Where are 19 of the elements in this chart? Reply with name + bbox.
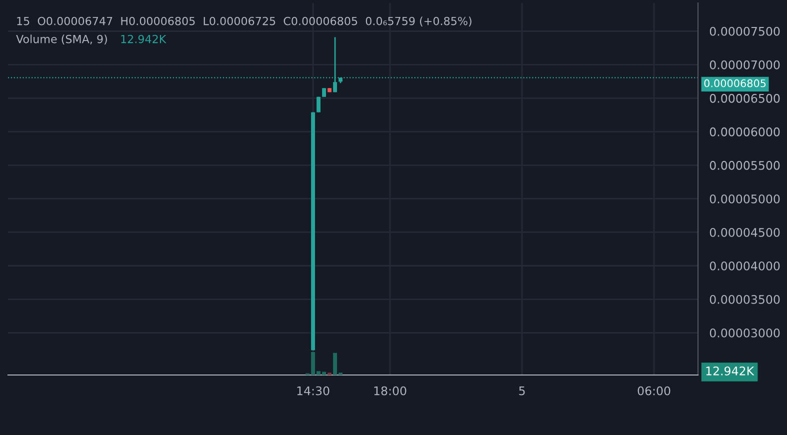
y-tick-label: 0.00005500 — [710, 160, 780, 170]
x-tick-label: 06:00 — [638, 386, 670, 396]
text: 15 O0.00006747 H0.00006805 L0.00006725 C0.00006805 0.0₆5759 (+0.85%) — [17, 16, 472, 27]
y-tick-label: 0.00004000 — [710, 261, 780, 270]
y-tick-label: 0.00005000 — [710, 194, 780, 204]
y-tick-label: 0.00006000 — [710, 127, 780, 136]
y-tick-label: 0.00004500 — [710, 228, 780, 237]
y-tick-label: 0.00003500 — [710, 294, 780, 304]
x-tick-label: 18:00 — [374, 386, 406, 396]
x-tick-label: 5 — [519, 386, 525, 396]
y-tick-label: 0.00006500 — [710, 94, 780, 103]
annotation: 12.942K — [121, 34, 166, 44]
text: 12.942K — [706, 366, 754, 376]
ref-line-label: 0.00006805 — [704, 79, 766, 88]
y-tick-label: 0.00007500 — [710, 26, 780, 36]
x-tick-label: 14:30 — [297, 386, 330, 396]
annotation: Volume (SMA, 9) — [16, 34, 107, 45]
y-tick-label: 0.00007000 — [710, 60, 780, 70]
y-tick-label: 0.00003000 — [710, 328, 780, 338]
